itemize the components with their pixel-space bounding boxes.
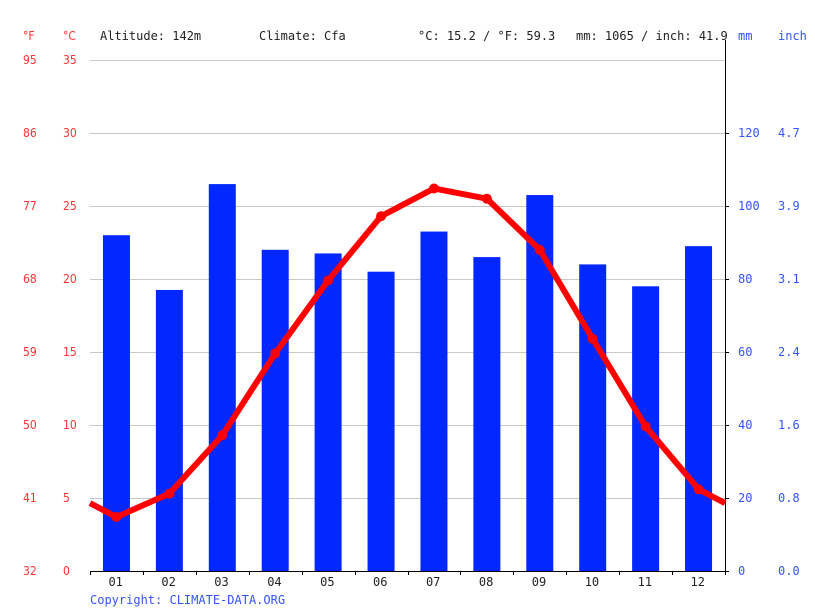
temperature-point <box>323 275 334 286</box>
tick-label: 3.1 <box>778 272 800 286</box>
precipitation-bar <box>261 249 289 572</box>
average-temperature-label: °C: 15.2 / °F: 59.3 <box>418 29 556 43</box>
tick-label: 35 <box>63 53 77 67</box>
temperature-point <box>111 511 122 522</box>
tick-label: 59 <box>23 345 37 359</box>
month-label: 11 <box>637 575 653 589</box>
temperature-point <box>640 421 651 432</box>
temperature-point <box>376 211 387 222</box>
tick-label: 20 <box>63 272 77 286</box>
precipitation-bar <box>155 289 183 571</box>
tick-label: 3.9 <box>778 199 800 213</box>
month-label: 03 <box>214 575 229 589</box>
tick-label: 0 <box>63 564 70 578</box>
mm-unit-label: mm <box>738 29 753 43</box>
celsius-unit-label: °C <box>63 29 76 43</box>
altitude-label: Altitude: 142m <box>100 29 202 43</box>
precipitation-bar <box>579 264 607 571</box>
temperature-point <box>270 348 281 359</box>
tick-label: 20 <box>738 491 753 505</box>
tick-label: 68 <box>23 272 37 286</box>
temperature-line <box>88 185 727 520</box>
total-precipitation-label: mm: 1065 / inch: 41.9 <box>576 29 728 43</box>
precipitation-bar <box>208 184 236 571</box>
tick-label: 4.7 <box>778 126 800 140</box>
temperature-point <box>481 193 492 204</box>
precipitation-bar <box>420 231 448 572</box>
precipitation-bar <box>473 257 501 571</box>
tick-label: 32 <box>23 564 37 578</box>
month-label: 12 <box>690 575 705 589</box>
month-label: 01 <box>108 575 123 589</box>
tick-label: 40 <box>738 418 753 432</box>
temperature-point <box>164 488 175 499</box>
tick-label: 5 <box>63 491 70 505</box>
tick-label: 100 <box>738 199 760 213</box>
tick-label: 0.8 <box>778 491 800 505</box>
tick-label: 86 <box>23 126 37 140</box>
month-label: 09 <box>531 575 547 589</box>
month-label: 06 <box>373 575 388 589</box>
tick-label: 0.0 <box>778 564 800 578</box>
precipitation-bar <box>314 253 342 571</box>
month-label: 02 <box>161 575 176 589</box>
tick-label: 95 <box>23 53 37 67</box>
tick-label: 60 <box>738 345 753 359</box>
tick-label: 0 <box>738 564 746 578</box>
tick-label: 80 <box>738 272 753 286</box>
month-label: 07 <box>425 575 441 589</box>
tick-label: 25 <box>63 199 77 213</box>
precipitation-bar <box>367 271 395 571</box>
fahrenheit-unit-label: °F <box>23 29 35 43</box>
temperature-point <box>587 333 598 344</box>
tick-label: 2.4 <box>778 345 800 359</box>
climate-label: Climate: Cfa <box>259 29 346 43</box>
tick-label: 77 <box>23 199 37 213</box>
month-label: 08 <box>478 575 494 589</box>
tick-label: 10 <box>63 418 77 432</box>
precipitation-bar <box>526 195 554 572</box>
tick-label: 41 <box>23 491 37 505</box>
tick-label: 120 <box>738 126 760 140</box>
month-label: 04 <box>267 575 282 589</box>
copyright-label: Copyright: CLIMATE-DATA.ORG <box>90 593 286 607</box>
tick-label: 1.6 <box>778 418 800 432</box>
tick-label: 30 <box>63 126 77 140</box>
inch-unit-label: inch <box>778 29 807 43</box>
tick-label: 50 <box>23 418 37 432</box>
temperature-point <box>428 183 439 194</box>
tick-label: 15 <box>63 345 77 359</box>
temperature-point <box>534 244 545 255</box>
temperature-point <box>217 430 228 441</box>
month-label: 10 <box>584 575 600 589</box>
month-label: 05 <box>320 575 335 589</box>
precipitation-bar <box>685 246 713 571</box>
temperature-point <box>693 484 704 495</box>
